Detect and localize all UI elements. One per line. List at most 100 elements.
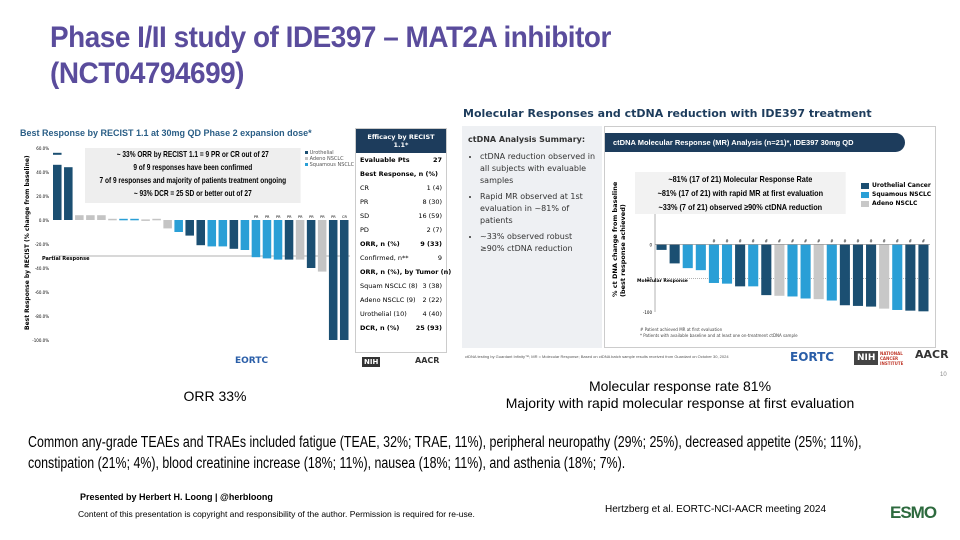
efficacy-label: Squam NSCLC (8) (360, 282, 418, 290)
bar (163, 220, 172, 229)
mr-first-eval-marker: # (909, 239, 913, 244)
bar (152, 218, 161, 221)
efficacy-label: Best Response, n (%) (360, 170, 438, 178)
efficacy-value: 25 (93) (415, 324, 442, 332)
footnote: * Patients with available baseline and a… (640, 333, 798, 338)
bar (879, 244, 890, 309)
mr-first-eval-marker: # (791, 239, 795, 244)
source-note: ctDNA testing by Guardant Infinity™; MR … (465, 354, 729, 359)
y-tick-label: 0 (649, 243, 652, 248)
aacr-logo-left: AACR (415, 356, 440, 365)
bar (108, 218, 117, 221)
bar (813, 244, 824, 300)
bar (86, 215, 95, 220)
efficacy-value: 8 (30) (422, 198, 442, 206)
efficacy-label: Adeno NSCLC (9) (360, 296, 416, 304)
mr-first-eval-marker: # (843, 239, 847, 244)
efficacy-label: PR (360, 198, 369, 206)
caption-line: Majority with rapid molecular response a… (505, 395, 855, 411)
bar (852, 244, 864, 306)
slide-title: Phase I/II study of IDE397 – MAT2A inhib… (50, 20, 611, 92)
efficacy-row: CR 1 (4) (356, 181, 446, 195)
mr-first-eval-marker: # (817, 239, 821, 244)
partial-response-label: Partial Response (42, 256, 90, 262)
summary-item: ~33% observed robust ≥90% ctDNA reductio… (480, 231, 596, 255)
bar-label: PR (298, 215, 303, 219)
left-legend: Urothelial Adeno NSCLC Squamous NSCLC (305, 150, 354, 168)
efficacy-header: Efficacy by RECIST 1.1* (356, 129, 446, 153)
mr-first-eval-marker: # (882, 239, 886, 244)
bar (273, 220, 283, 260)
orr-caption: ORR 33% (183, 388, 247, 404)
legend-label: Urothelial (309, 150, 334, 156)
title-line-2: (NCT04794699) (50, 57, 245, 90)
eortc-logo-right: EORTC (790, 350, 835, 364)
mr-first-eval-marker: # (804, 239, 808, 244)
bar (207, 220, 217, 247)
bar (251, 220, 261, 258)
mr-first-eval-marker: # (752, 239, 756, 244)
molecular-caption: Molecular response rate 81% Majority wit… (470, 378, 890, 412)
efficacy-label: Confirmed, n** (360, 254, 409, 262)
efficacy-value: 3 (38) (422, 282, 442, 290)
bar (918, 244, 929, 312)
bar (262, 220, 272, 259)
y-tick-label: -80.0% (35, 314, 49, 319)
mr-first-eval-marker: # (778, 239, 782, 244)
bar-label: PR (276, 215, 281, 219)
bar (64, 167, 73, 220)
nci-logo: NATIONAL CANCER INSTITUTE (880, 351, 904, 366)
bar (284, 220, 294, 260)
right-footnotes: # Patient achieved MR at first evaluatio… (640, 327, 798, 339)
bar (905, 244, 916, 311)
efficacy-row: Urothelial (10) 4 (40) (356, 307, 446, 321)
mr-first-eval-marker: # (856, 239, 860, 244)
efficacy-value: 27 (432, 156, 442, 164)
mr-first-eval-marker: # (869, 239, 873, 244)
copyright-notice: Content of this presentation is copyrigh… (78, 509, 475, 519)
mr-first-eval-marker: # (738, 239, 742, 244)
page-number: 10 (940, 372, 947, 378)
legend-label: Adeno NSCLC (309, 156, 344, 162)
bar (53, 164, 62, 220)
bar (761, 244, 772, 296)
legend-label: Squamous NSCLC (872, 191, 932, 198)
efficacy-row: PD 2 (7) (356, 223, 446, 237)
bar (306, 220, 316, 268)
left-chart-title: Best Response by RECIST 1.1 at 30mg QD P… (20, 128, 312, 138)
bar (682, 244, 693, 269)
bar (75, 215, 84, 220)
citation: Hertzberg et al. EORTC-NCI-AACR meeting … (605, 504, 827, 515)
y-tick-label: -100 (643, 310, 653, 315)
efficacy-label: DCR, n (%) (360, 324, 400, 332)
efficacy-value: 1 (4) (426, 184, 442, 192)
bar (656, 244, 667, 250)
aacr-logo-right: AACR (915, 348, 949, 361)
bar (185, 220, 194, 236)
y-tick-label: -40.0% (35, 266, 49, 271)
right-legend: Urothelial Cancer Squamous NSCLC Adeno N… (861, 182, 931, 209)
y-tick-label: -60.0% (35, 290, 49, 295)
y-tick-label: -100.0% (32, 338, 49, 343)
bar (339, 220, 349, 340)
ctdna-panel: ctDNA Molecular Response (MR) Analysis (… (604, 126, 936, 348)
efficacy-value: 16 (59) (418, 212, 442, 220)
efficacy-row: ORR, n (%), by Tumor (n) (356, 265, 451, 279)
efficacy-value: 4 (40) (422, 310, 442, 318)
left-waterfall-chart: 60.0% 40.0% 20.0% 0.0% -20.0% -40.0% -60.0% -80… (32, 146, 350, 343)
mr-first-eval-marker: # (765, 239, 769, 244)
y-tick-label: 60.0% (36, 146, 49, 151)
efficacy-value: 2 (22) (422, 296, 442, 304)
bar (839, 244, 850, 306)
bar (892, 244, 903, 310)
efficacy-label: ORR, n (%) (360, 240, 400, 248)
mr-first-eval-marker: # (725, 239, 729, 244)
bar (787, 244, 798, 297)
right-figure-title: Molecular Responses and ctDNA reduction … (463, 107, 872, 120)
bar (295, 220, 305, 260)
right-waterfall-chart: 100500-50-100################# (643, 175, 930, 315)
mr-first-eval-marker: # (830, 239, 834, 244)
efficacy-value: 9 (33) (420, 240, 442, 248)
bar (218, 220, 228, 247)
bar (669, 244, 680, 264)
